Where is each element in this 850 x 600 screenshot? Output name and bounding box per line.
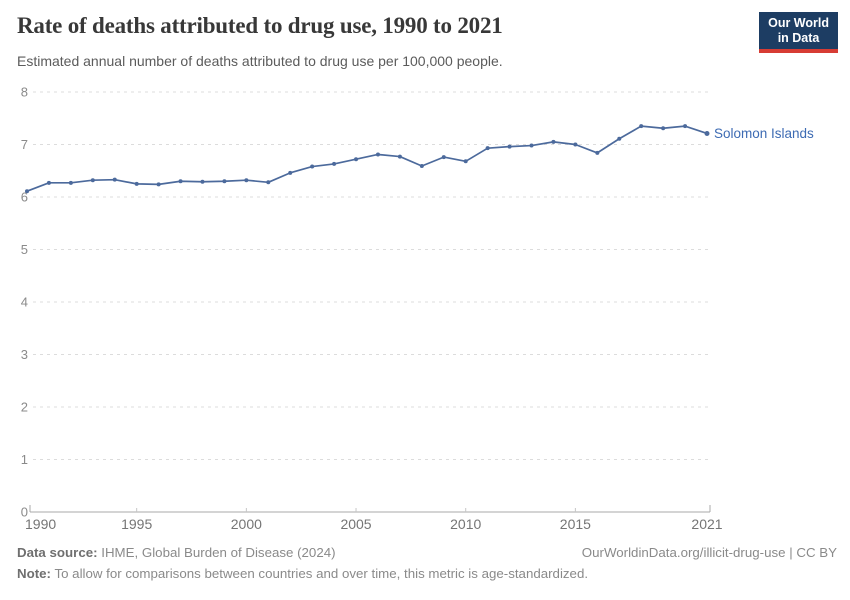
line-chart-canvas: 0 1 2 3 4 5 6 7 8 1990 1995 2000 2005 2010 2015 2021 Sol… xyxy=(21,85,814,533)
chart-footer: Data source: IHME, Global Burden of Dise… xyxy=(17,542,837,584)
data-source-text: IHME, Global Burden of Disease (2024) xyxy=(97,545,336,560)
note-text: To allow for comparisons between countri… xyxy=(50,566,589,581)
data-point-1996[interactable] xyxy=(156,182,161,187)
data-point-1998[interactable] xyxy=(200,179,205,184)
owid-logo: Our World in Data xyxy=(759,12,838,53)
data-point-2005[interactable] xyxy=(354,157,359,162)
data-point-2000[interactable] xyxy=(244,178,249,183)
data-point-2018[interactable] xyxy=(639,124,644,129)
data-point-2017[interactable] xyxy=(617,136,622,141)
series-end-label[interactable]: Solomon Islands xyxy=(714,126,814,141)
x-tick-label-2015: 2015 xyxy=(560,516,591,532)
x-tick-label-1990: 1990 xyxy=(25,516,56,532)
data-point-1993[interactable] xyxy=(90,178,95,183)
data-point-2011[interactable] xyxy=(485,146,490,151)
data-source-line: Data source: IHME, Global Burden of Dise… xyxy=(17,542,336,563)
data-point-2010[interactable] xyxy=(463,159,468,164)
data-point-1999[interactable] xyxy=(222,179,227,184)
data-point-2019[interactable] xyxy=(661,126,666,131)
data-point-2021[interactable] xyxy=(704,130,710,136)
x-tick-label-2021: 2021 xyxy=(691,516,722,532)
data-point-2015[interactable] xyxy=(573,142,578,147)
data-point-2016[interactable] xyxy=(595,150,600,155)
data-point-2002[interactable] xyxy=(288,170,293,175)
page-subtitle: Estimated annual number of deaths attrib… xyxy=(17,53,503,69)
data-point-1995[interactable] xyxy=(134,181,139,186)
y-tick-label-8: 8 xyxy=(21,85,28,100)
y-tick-label-1: 1 xyxy=(21,452,28,467)
data-point-2008[interactable] xyxy=(419,164,424,169)
note-label: Note: xyxy=(17,566,51,581)
data-point-2007[interactable] xyxy=(397,154,402,159)
owid-url-link[interactable]: OurWorldinData.org/illicit-drug-use | CC… xyxy=(581,545,837,560)
y-tick-label-7: 7 xyxy=(21,137,28,152)
x-tick-label-2010: 2010 xyxy=(450,516,481,532)
page-title: Rate of deaths attributed to drug use, 1… xyxy=(17,13,503,38)
note-line: Note: To allow for comparisons between c… xyxy=(17,563,837,584)
data-point-1991[interactable] xyxy=(46,180,51,185)
data-point-2013[interactable] xyxy=(529,143,534,148)
data-point-2004[interactable] xyxy=(332,161,337,166)
data-point-2006[interactable] xyxy=(375,152,380,157)
data-point-2003[interactable] xyxy=(310,164,315,169)
data-point-2001[interactable] xyxy=(266,180,271,185)
owid-logo-line1: Our World xyxy=(768,16,829,30)
data-point-1990[interactable] xyxy=(25,189,29,194)
series-line[interactable] xyxy=(26,125,708,193)
y-tick-label-6: 6 xyxy=(21,190,28,205)
data-source-label: Data source: xyxy=(17,545,98,560)
y-tick-label-3: 3 xyxy=(21,347,28,362)
y-tick-label-5: 5 xyxy=(21,242,28,257)
y-tick-label-4: 4 xyxy=(21,295,28,310)
data-point-2012[interactable] xyxy=(507,144,512,149)
data-point-1994[interactable] xyxy=(112,177,117,182)
x-tick-label-1995: 1995 xyxy=(121,516,152,532)
x-tick-label-2000: 2000 xyxy=(231,516,262,532)
owid-logo-line2: in Data xyxy=(777,31,820,45)
data-point-2014[interactable] xyxy=(551,139,556,144)
data-point-1992[interactable] xyxy=(68,180,73,185)
data-point-1997[interactable] xyxy=(178,179,183,184)
y-tick-label-2: 2 xyxy=(21,400,28,415)
y-tick-label-0: 0 xyxy=(21,505,28,520)
data-point-2009[interactable] xyxy=(441,155,446,160)
data-point-2020[interactable] xyxy=(683,124,688,129)
x-tick-label-2005: 2005 xyxy=(340,516,371,532)
